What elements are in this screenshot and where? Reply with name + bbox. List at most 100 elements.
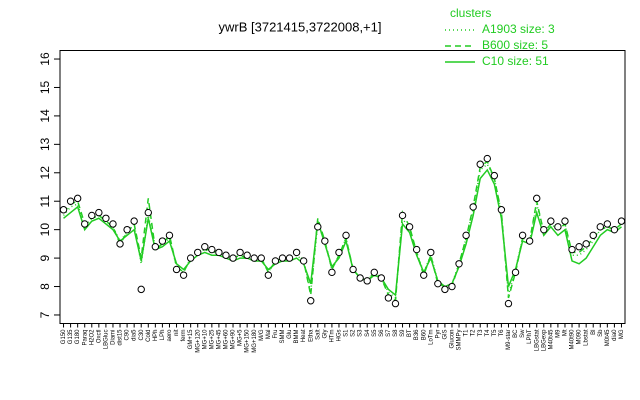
point <box>518 231 527 240</box>
point <box>398 211 407 220</box>
x-tick-label: aero <box>167 329 173 342</box>
point <box>575 243 583 251</box>
point <box>405 223 414 231</box>
y-tick-label: 12 <box>38 166 52 180</box>
x-tick-label: BT <box>407 329 413 337</box>
point <box>363 277 371 285</box>
point <box>427 248 435 257</box>
x-tick-label: LBGexp <box>541 329 547 351</box>
point <box>547 217 555 225</box>
x-tick-label: MG+180 <box>252 329 258 353</box>
x-tick-label: S2 <box>351 329 357 337</box>
point <box>610 225 619 234</box>
point <box>201 243 209 251</box>
x-tick-label: Heat <box>301 329 307 342</box>
x-tick-label: S1 <box>344 329 350 337</box>
point <box>540 225 548 234</box>
x-tick-label: H2O2 <box>89 329 95 345</box>
point <box>356 274 364 282</box>
x-tick-label: MG <box>619 329 625 339</box>
x-tick-label: T2 <box>471 329 477 337</box>
point <box>229 254 237 262</box>
point <box>349 265 357 274</box>
point <box>243 251 251 259</box>
x-tick-label: Pyr <box>435 329 441 338</box>
x-tick-label: M0t45 <box>605 329 611 346</box>
legend-title: clusters <box>450 6 491 20</box>
point <box>123 225 131 234</box>
x-tick-label: S4 <box>365 329 371 337</box>
x-tick-label: Gly <box>322 330 328 339</box>
x-tick-label: MG+90 <box>231 329 237 350</box>
x-tick-label: M9-star <box>506 330 512 350</box>
x-tick-label: Glucon <box>450 330 456 349</box>
point <box>172 265 181 274</box>
point <box>511 268 520 277</box>
x-tick-label: dia5 <box>132 329 138 341</box>
point <box>314 223 322 231</box>
point <box>95 208 103 217</box>
point <box>102 214 110 222</box>
point <box>568 245 576 254</box>
x-tick-label: Fru <box>273 330 279 339</box>
x-tick-label: MG+150 <box>245 329 251 353</box>
point <box>299 257 308 265</box>
x-tick-label: MG+45 <box>216 329 222 350</box>
x-tick-label: G135 <box>68 329 74 344</box>
x-tick-label: T3 <box>478 329 484 337</box>
point <box>271 257 280 265</box>
point <box>186 254 195 262</box>
point <box>222 251 230 259</box>
x-tick-label: G150 <box>61 329 67 344</box>
y-tick-label: 11 <box>38 195 52 208</box>
x-tick-label: T6 <box>499 329 505 337</box>
point <box>434 279 442 288</box>
point <box>59 206 68 214</box>
x-tick-label: T5 <box>492 329 498 337</box>
x-tick-label: HTm <box>329 330 335 343</box>
point <box>321 237 329 245</box>
point <box>561 217 569 225</box>
point <box>469 203 477 211</box>
point <box>73 194 82 203</box>
x-tick-label: B60 <box>421 329 427 340</box>
point <box>603 220 612 228</box>
point <box>391 299 400 308</box>
x-tick-label: Diami <box>111 330 117 345</box>
x-tick-label: M40t90 <box>570 329 576 350</box>
x-tick-label: Glu <box>287 330 293 339</box>
x-tick-label: BMM <box>294 330 300 344</box>
point <box>215 248 223 257</box>
point <box>412 245 421 254</box>
x-tick-label: MG+120 <box>195 329 201 353</box>
y-tick-label: 7 <box>38 311 52 318</box>
x-tick-label: M090 <box>577 329 583 345</box>
x-tick-label: LBGluc <box>103 330 109 350</box>
x-tick-label: LPhT <box>527 329 533 344</box>
point <box>109 220 117 228</box>
point <box>617 217 626 225</box>
x-tick-label: Paraq <box>82 330 88 346</box>
x-tick-label: S6 <box>379 329 385 337</box>
point <box>264 271 273 279</box>
plot-frame <box>59 50 626 324</box>
x-tick-label: LoTm <box>428 330 434 345</box>
x-tick-label: Mt <box>563 329 569 336</box>
x-tick-label: MG+60 <box>224 329 230 350</box>
x-tick-label: M/G <box>259 329 265 341</box>
point <box>165 231 174 240</box>
x-tick-label: Etha <box>308 329 314 342</box>
point <box>137 285 145 294</box>
point <box>208 245 216 254</box>
chart-title: ywrB [3721415,3722008,+1] <box>219 19 382 34</box>
legend-label: A1903 size: 3 <box>482 22 555 36</box>
x-tick-label: dist15 <box>118 329 124 346</box>
point <box>582 240 590 248</box>
x-tick-label: HGs <box>337 330 343 342</box>
point <box>504 299 513 308</box>
y-tick-label: 16 <box>38 52 52 66</box>
x-tick-label: Cold <box>146 330 152 342</box>
x-tick-label: T1 <box>464 329 470 337</box>
point <box>342 231 350 240</box>
